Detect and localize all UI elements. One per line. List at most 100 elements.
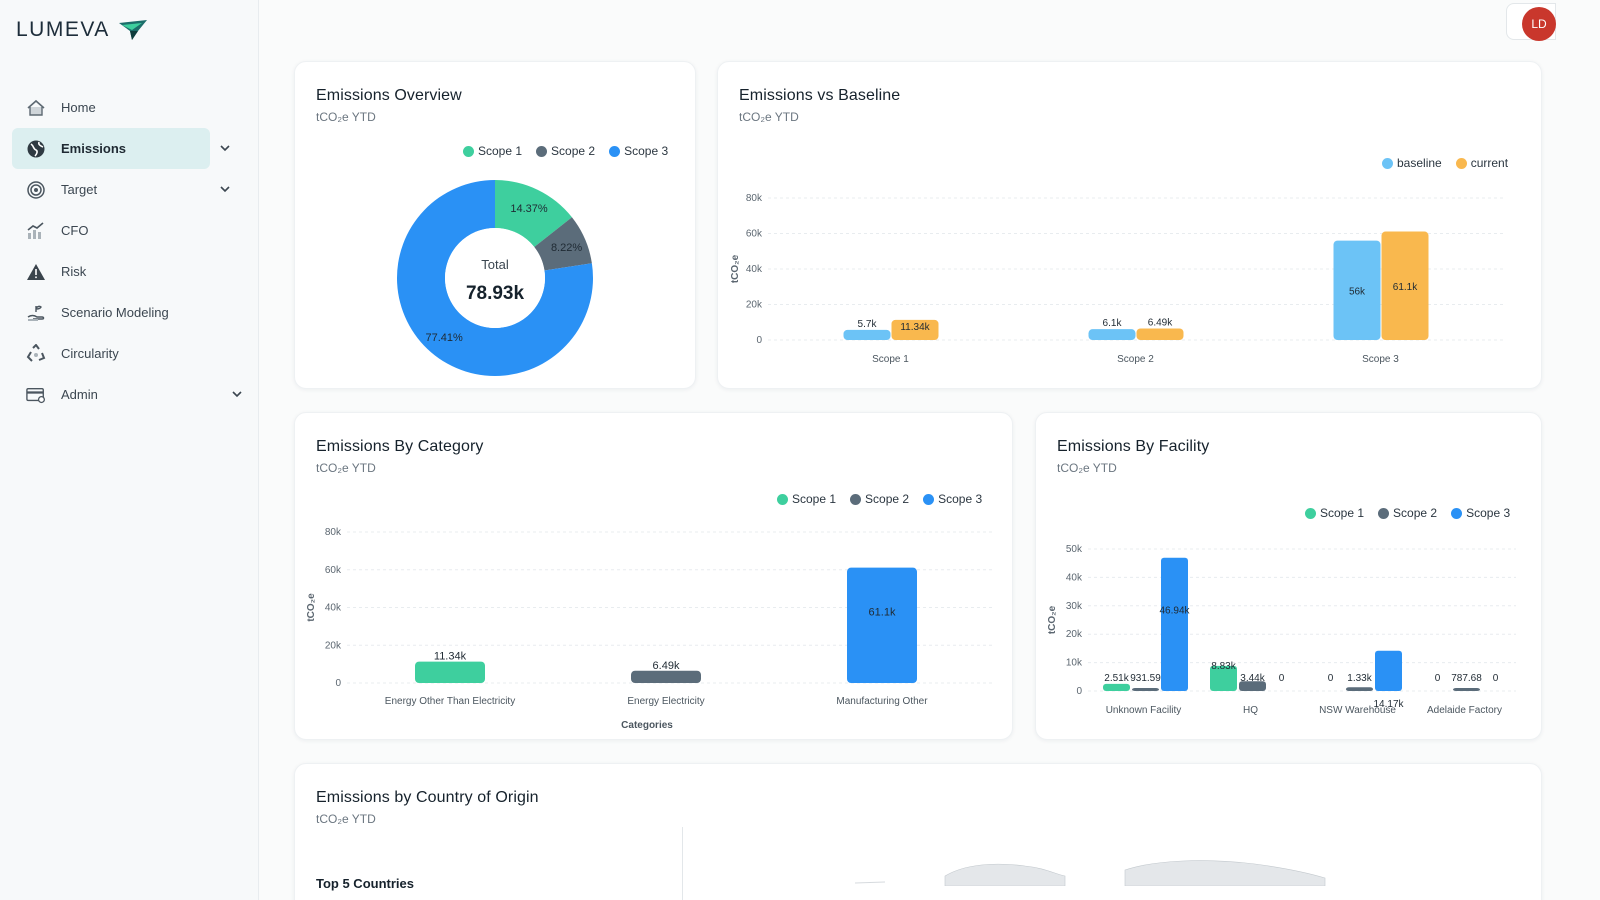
legend-item-scope2[interactable]: Scope 2 bbox=[1378, 506, 1437, 520]
legend-item-scope1[interactable]: Scope 1 bbox=[777, 492, 836, 506]
chart-legend: baseline current bbox=[1382, 156, 1508, 170]
bar-scope-2 bbox=[1346, 687, 1373, 691]
legend-item-current[interactable]: current bbox=[1455, 156, 1508, 170]
bar-value-label: 6.49k bbox=[1148, 317, 1173, 328]
y-tick-label: 0 bbox=[1076, 686, 1082, 697]
bar-current bbox=[891, 319, 939, 340]
emissions-by-country-card: Emissions by Country of Origin tCO₂e YTD… bbox=[294, 763, 1542, 900]
chevron-down-icon[interactable] bbox=[218, 182, 232, 196]
y-tick-label: 20k bbox=[1066, 629, 1083, 640]
legend-item-scope3[interactable]: Scope 3 bbox=[1451, 506, 1510, 520]
bar-value-label: 2.51k bbox=[1104, 673, 1129, 684]
home-icon bbox=[26, 98, 46, 118]
card-title: Emissions Overview bbox=[316, 87, 462, 104]
emissions-vs-baseline-card: Emissions vs Baseline tCO₂e YTD baseline… bbox=[717, 61, 1542, 389]
x-tick-label: Unknown Facility bbox=[1106, 705, 1182, 716]
bar-value-label: 0 bbox=[1328, 673, 1334, 684]
x-tick-label: Manufacturing Other bbox=[836, 696, 928, 707]
warning-icon bbox=[26, 262, 46, 282]
y-tick-label: 0 bbox=[756, 335, 762, 346]
y-axis-label: tCO₂e bbox=[730, 254, 741, 283]
legend-item-scope1[interactable]: Scope 1 bbox=[1305, 506, 1364, 520]
y-tick-label: 50k bbox=[1066, 544, 1083, 555]
card-subtitle: tCO₂e YTD bbox=[739, 110, 799, 124]
bar-value-label: 0 bbox=[1493, 673, 1499, 684]
bar-value-label: 14.17k bbox=[1373, 699, 1404, 710]
y-tick-label: 60k bbox=[746, 229, 763, 240]
bar-value-label: 3.44k bbox=[1240, 673, 1265, 684]
sidebar-item-target[interactable]: Target bbox=[12, 169, 250, 210]
sidebar-item-circularity[interactable]: Circularity bbox=[12, 333, 250, 374]
bar-current bbox=[1381, 231, 1429, 340]
sidebar-item-label: Circularity bbox=[61, 346, 119, 361]
donut-slice-2 bbox=[534, 217, 592, 271]
admin-card-icon bbox=[26, 385, 46, 405]
chart-legend: Scope 1 Scope 2 Scope 3 bbox=[777, 492, 982, 506]
x-tick-label: Energy Electricity bbox=[627, 696, 704, 707]
legend-item-scope2[interactable]: Scope 2 bbox=[850, 492, 909, 506]
chart-growth-icon bbox=[26, 221, 46, 241]
target-icon bbox=[26, 180, 46, 200]
y-tick-label: 80k bbox=[325, 527, 342, 538]
chart-legend: Scope 1 Scope 2 Scope 3 bbox=[1305, 506, 1510, 520]
bar-scope-3 bbox=[847, 567, 917, 683]
brand-name: LUMEVA bbox=[16, 18, 110, 41]
y-tick-label: 10k bbox=[1066, 658, 1083, 669]
legend-item-scope3[interactable]: Scope 3 bbox=[923, 492, 982, 506]
sidebar-item-label: Target bbox=[61, 182, 98, 197]
bar-value-label: 931.59 bbox=[1130, 673, 1161, 684]
avatar[interactable]: LD bbox=[1522, 7, 1556, 41]
bar-current bbox=[1136, 328, 1184, 340]
bar-scope-1 bbox=[415, 661, 485, 683]
chevron-down-icon[interactable] bbox=[218, 141, 232, 155]
legend-item-scope2[interactable]: Scope 2 bbox=[536, 144, 595, 158]
bar-scope-2 bbox=[1132, 688, 1159, 691]
sidebar-item-cfo[interactable]: CFO bbox=[12, 210, 250, 251]
y-axis-label: tCO₂e bbox=[306, 593, 317, 622]
bar-value-label: 1.33k bbox=[1347, 673, 1372, 684]
bar-baseline bbox=[1088, 329, 1136, 340]
bar-value-label: 61.1k bbox=[1393, 282, 1418, 293]
bar-scope-2 bbox=[1453, 688, 1480, 691]
legend-item-scope1[interactable]: Scope 1 bbox=[463, 144, 522, 158]
bar-value-label: 11.34k bbox=[900, 322, 930, 333]
brand-logo[interactable]: LUMEVA bbox=[16, 18, 148, 42]
donut-slice-1 bbox=[495, 180, 572, 248]
chevron-down-icon[interactable] bbox=[230, 387, 244, 401]
bar-baseline bbox=[843, 329, 891, 340]
legend-item-scope3[interactable]: Scope 3 bbox=[609, 144, 668, 158]
bar-value-label: 61.1k bbox=[869, 607, 896, 619]
divider bbox=[682, 827, 683, 900]
y-tick-label: 60k bbox=[325, 565, 342, 576]
x-tick-label: Scope 3 bbox=[1362, 354, 1399, 365]
x-tick-label: NSW Warehouse bbox=[1319, 705, 1396, 716]
donut-total-label: Total bbox=[481, 257, 509, 272]
category-bar-chart: 0 20k 40k 60k 80k tCO₂e 11.34k Energy Other Tha… bbox=[306, 527, 995, 731]
y-tick-label: 0 bbox=[335, 678, 341, 689]
legend-item-baseline[interactable]: baseline bbox=[1382, 156, 1442, 170]
donut-slice-label: 8.22% bbox=[551, 242, 582, 254]
sidebar-item-home[interactable]: Home bbox=[12, 87, 250, 128]
sidebar-item-risk[interactable]: Risk bbox=[12, 251, 250, 292]
bar-value-label: 56k bbox=[1349, 286, 1366, 297]
bar-value-label: 6.1k bbox=[1103, 318, 1123, 329]
world-map[interactable] bbox=[855, 856, 1355, 886]
x-tick-label: Energy Other Than Electricity bbox=[385, 696, 515, 707]
card-title: Emissions By Category bbox=[316, 438, 484, 455]
card-subtitle: tCO₂e YTD bbox=[1057, 461, 1117, 475]
globe-icon bbox=[26, 139, 46, 159]
recycle-icon bbox=[26, 343, 46, 364]
bar-value-label: 11.34k bbox=[434, 651, 467, 663]
facility-bar-chart: 0 10k 20k 30k 40k 50k tCO₂e 2.51k 931.59 46.94k Un… bbox=[1047, 544, 1516, 716]
bar-scope-1 bbox=[1103, 683, 1130, 691]
y-tick-label: 40k bbox=[746, 264, 763, 275]
x-tick-label: Adelaide Factory bbox=[1427, 705, 1502, 716]
sidebar-nav: Home Emissions Target CFO bbox=[12, 87, 250, 415]
sidebar-item-scenario-modeling[interactable]: Scenario Modeling bbox=[12, 292, 250, 333]
x-tick-label: Scope 1 bbox=[872, 354, 909, 365]
x-tick-label: Scope 2 bbox=[1117, 354, 1154, 365]
donut-slice-3 bbox=[396, 180, 593, 376]
sidebar-item-emissions[interactable]: Emissions bbox=[12, 128, 250, 169]
donut-total-value: 78.93k bbox=[466, 283, 525, 304]
sidebar-item-admin[interactable]: Admin bbox=[12, 374, 250, 415]
